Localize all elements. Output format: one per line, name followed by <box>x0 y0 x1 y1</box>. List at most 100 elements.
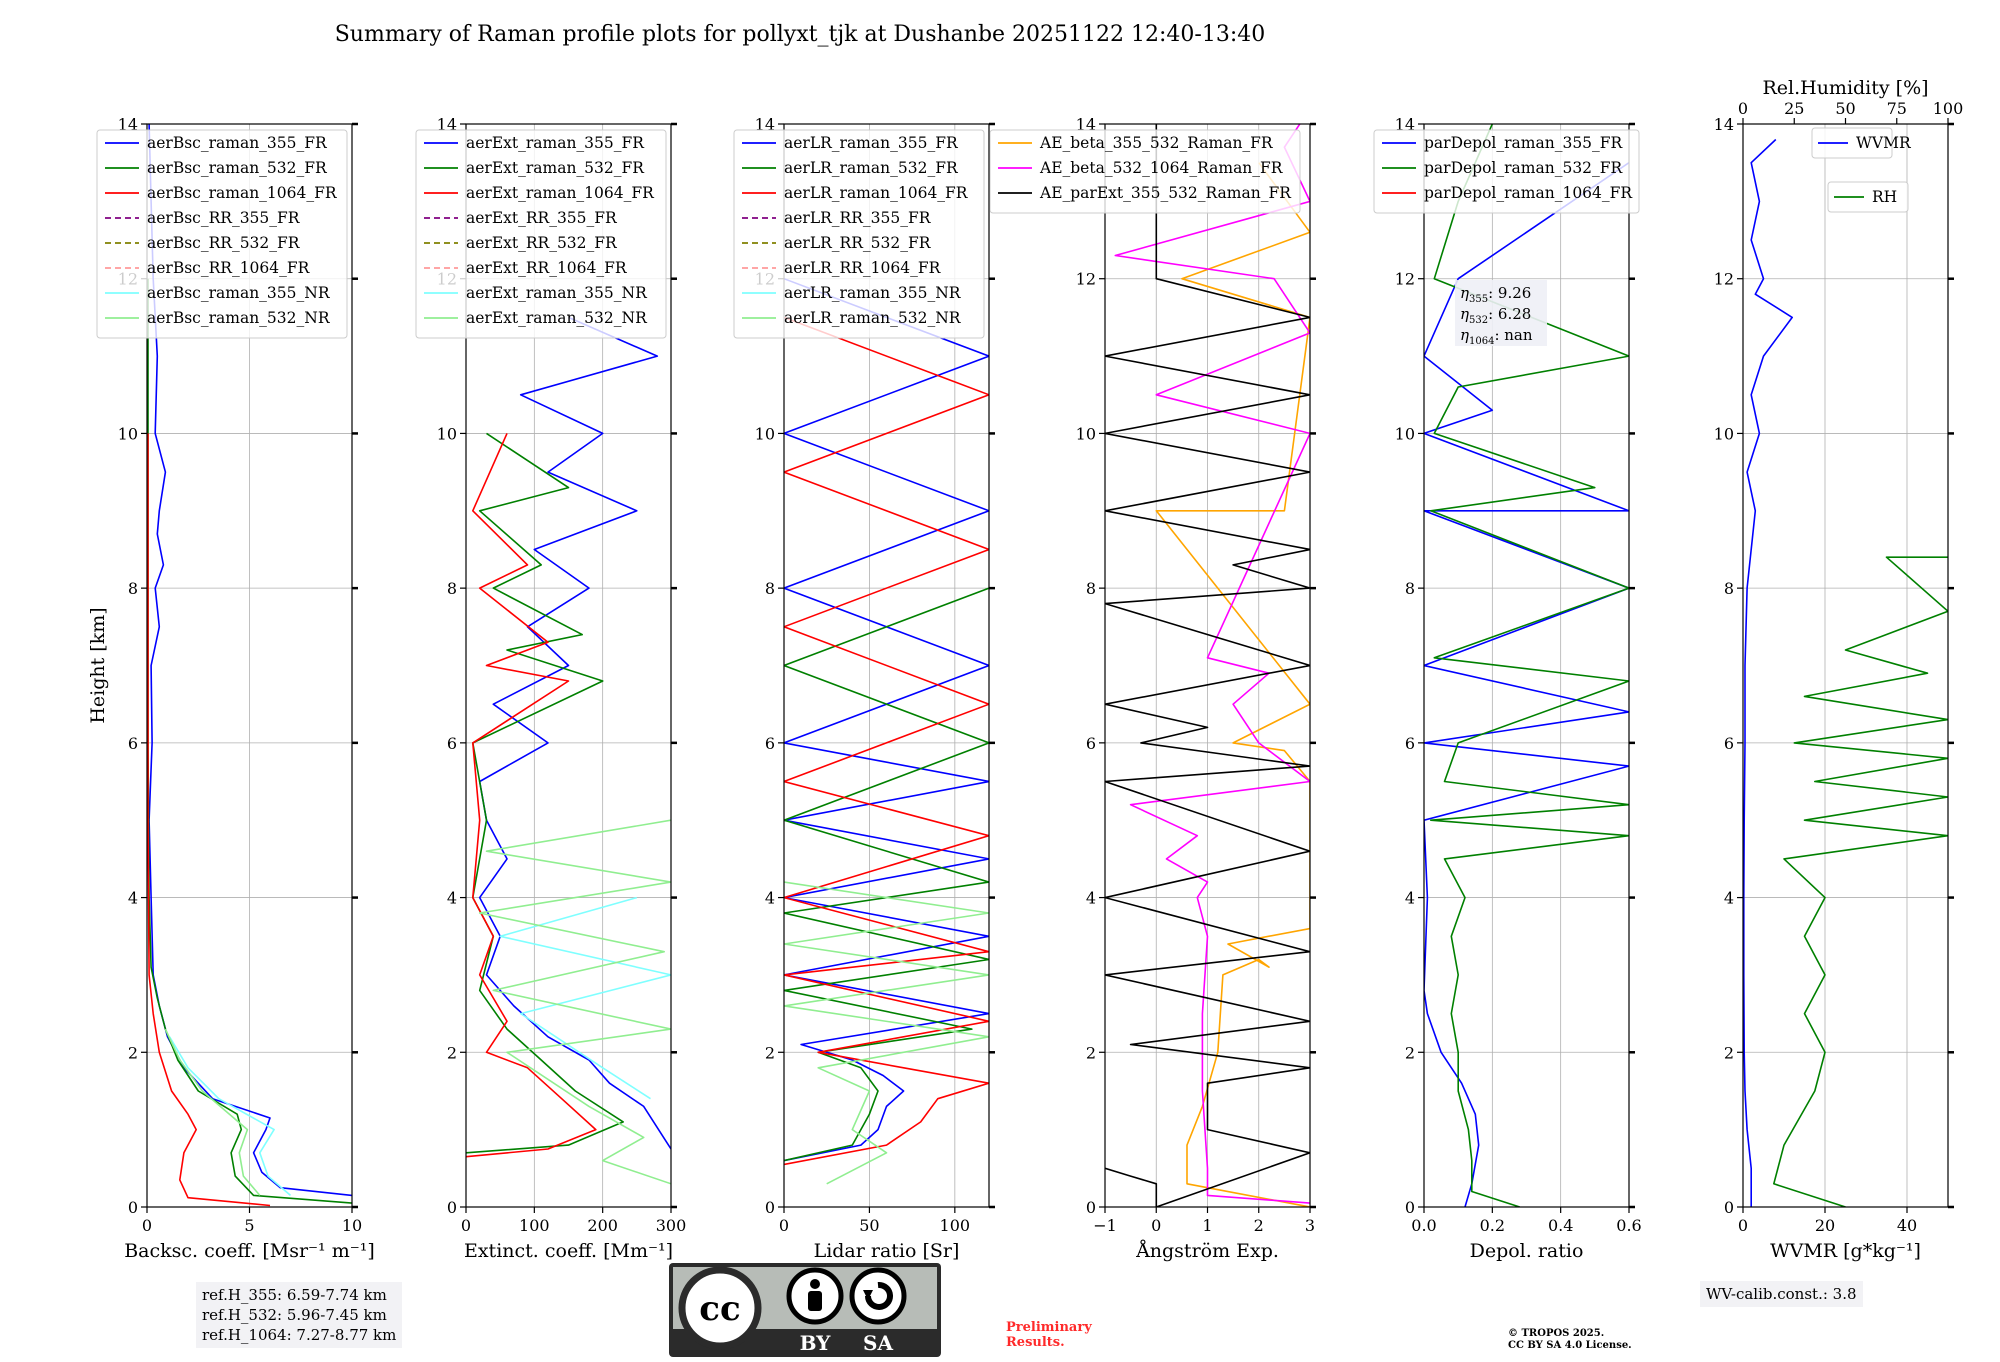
x-tick-label: 1 <box>1202 1216 1212 1235</box>
top-tick-label: 25 <box>1784 99 1804 118</box>
y-tick-label: 2 <box>128 1043 138 1062</box>
x-axis-label: Ångström Exp. <box>1135 1240 1279 1262</box>
copyright-note: © TROPOS 2025. CC BY SA 4.0 License. <box>1508 1328 1632 1352</box>
legend: aerBsc_raman_355_FR aerBsc_raman_532_FRae… <box>96 129 348 339</box>
x-axis-label: Backsc. coeff. [Msr⁻¹ m⁻¹] <box>124 1240 375 1262</box>
y-tick-label: 14 <box>437 115 457 134</box>
legend-entry: aerExt_raman_532_NR <box>466 309 648 327</box>
y-tick-label: 14 <box>755 115 775 134</box>
legend-entry: aerLR_RR_532_FR <box>784 234 932 252</box>
y-tick-label: 4 <box>1086 889 1096 908</box>
cc-by-text: BY <box>800 1331 832 1355</box>
legend-entry: AE_parExt_355_532_Raman_FR <box>1039 184 1292 202</box>
x-axis-label: Depol. ratio <box>1470 1240 1584 1262</box>
top-axis-label: Rel.Humidity [%] <box>1762 77 1928 99</box>
series-group <box>147 124 352 1207</box>
panel-lr: 02468101214050100Lidar ratio [Sr]aerLR_r… <box>733 115 995 1262</box>
series-line-rh <box>1773 556 1948 1207</box>
y-tick-label: 2 <box>1724 1043 1734 1062</box>
cc-sa-text: SA <box>863 1331 893 1355</box>
x-tick-label: 20 <box>1815 1216 1835 1235</box>
legend-entry: aerLR_raman_355_FR <box>784 134 959 152</box>
y-tick-label: 0 <box>1086 1198 1096 1217</box>
refh-532: ref.H_532: 5.96-7.45 km <box>202 1306 387 1324</box>
preliminary-line-2: Results. <box>1006 1335 1065 1350</box>
axes-frame <box>1423 123 1630 1208</box>
eta-line: η1064: nan <box>1460 326 1533 347</box>
series-group <box>784 277 989 1185</box>
y-tick-label: 0 <box>447 1198 457 1217</box>
figure-title: Summary of Raman profile plots for polly… <box>334 22 1266 47</box>
x-tick-label: 300 <box>656 1216 687 1235</box>
y-tick-label: 0 <box>1405 1198 1415 1217</box>
series-line-ae-beta-532-1064-raman-fr <box>1114 124 1310 1204</box>
top-tick-label: 50 <box>1835 99 1855 118</box>
series-line-aerbsc-raman-532-fr <box>147 278 352 1204</box>
legend: AE_beta_355_532_Raman_FR AE_beta_532_1064… <box>989 129 1301 214</box>
legend-entry: AE_beta_532_1064_Raman_FR <box>1039 159 1284 177</box>
series-line-aerext-raman-355-nr <box>499 896 671 1100</box>
x-tick-label: 0 <box>461 1216 471 1235</box>
x-tick-label: 3 <box>1305 1216 1315 1235</box>
x-tick-label: 100 <box>519 1216 550 1235</box>
axes-frame <box>465 123 672 1208</box>
legend-entry: aerBsc_raman_532_FR <box>147 159 328 177</box>
preliminary-line-1: Preliminary <box>1006 1320 1092 1335</box>
y-tick-label: 12 <box>1395 270 1415 289</box>
x-axis-label: Lidar ratio [Sr] <box>814 1240 960 1262</box>
series-group <box>1743 138 1948 1207</box>
y-tick-label: 8 <box>765 579 775 598</box>
cc-by-sa-logo: cc BY SA <box>668 1262 942 1358</box>
y-tick-label: 10 <box>1076 424 1096 443</box>
y-tick-label: 4 <box>765 889 775 908</box>
y-tick-label: 4 <box>1405 889 1415 908</box>
x-axis-label: Extinct. coeff. [Mm⁻¹] <box>464 1240 673 1262</box>
y-tick-label: 8 <box>128 579 138 598</box>
copyright-line-2: CC BY SA 4.0 License. <box>1508 1340 1632 1351</box>
top-tick-label: 75 <box>1887 99 1907 118</box>
x-tick-label: 0 <box>779 1216 789 1235</box>
y-tick-label: 10 <box>755 424 775 443</box>
x-tick-label: 40 <box>1897 1216 1917 1235</box>
eta-line: η355: 9.26 <box>1460 284 1531 305</box>
legend-box <box>1811 127 1893 159</box>
y-tick-label: 2 <box>447 1043 457 1062</box>
y-tick-label: 6 <box>447 734 457 753</box>
y-tick-label: 14 <box>1076 115 1096 134</box>
y-axis-label: Height [km] <box>87 607 109 723</box>
legend-entry: aerBsc_RR_532_FR <box>147 234 301 252</box>
preliminary-note: Preliminary Results. <box>1006 1320 1092 1350</box>
y-tick-label: 10 <box>118 424 138 443</box>
legend-entry: aerBsc_raman_355_NR <box>147 284 331 302</box>
series-line-aerext-raman-532-fr <box>466 432 625 1154</box>
reference-height-box: ref.H_355: 6.59-7.74 km ref.H_532: 5.96-… <box>196 1282 403 1348</box>
y-tick-label: 12 <box>1714 270 1734 289</box>
series-line-aerext-raman-532-nr <box>478 819 671 1185</box>
panel-depol: 0 2 4 6 8 10 12 14 0.0 0.2 0.4 0.6 Depol. ratio parDe… <box>1373 115 1642 1262</box>
legend-entry: aerBsc_raman_355_FR <box>147 134 328 152</box>
y-tick-label: 0 <box>765 1198 775 1217</box>
x-tick-label: 100 <box>940 1216 971 1235</box>
cc-logo-text: cc <box>699 1289 740 1329</box>
x-tick-label: −1 <box>1093 1216 1117 1235</box>
legend-entry: aerLR_raman_1064_FR <box>784 184 969 202</box>
legend-entry: aerExt_RR_532_FR <box>466 234 618 252</box>
legend-entry: parDepol_raman_1064_FR <box>1424 184 1633 202</box>
y-tick-label: 10 <box>437 424 457 443</box>
legend-entry: aerLR_raman_532_FR <box>784 159 959 177</box>
series-line-pardepol-raman-355-fr <box>1424 162 1629 1207</box>
legend-entry: aerExt_raman_1064_FR <box>466 184 655 202</box>
y-tick-label: 14 <box>1714 115 1734 134</box>
legend-entry: aerBsc_raman_1064_FR <box>147 184 338 202</box>
y-tick-label: 12 <box>1076 270 1096 289</box>
x-tick-label: 0 <box>1151 1216 1161 1235</box>
legend-box <box>96 129 348 339</box>
x-tick-label: 0.6 <box>1616 1216 1641 1235</box>
series-line-aerlr-raman-355-fr <box>784 277 989 1162</box>
legend-entry: aerExt_raman_532_FR <box>466 159 645 177</box>
y-tick-label: 8 <box>1724 579 1734 598</box>
legend-box <box>733 129 985 339</box>
legend-entry: aerLR_raman_532_NR <box>784 309 962 327</box>
